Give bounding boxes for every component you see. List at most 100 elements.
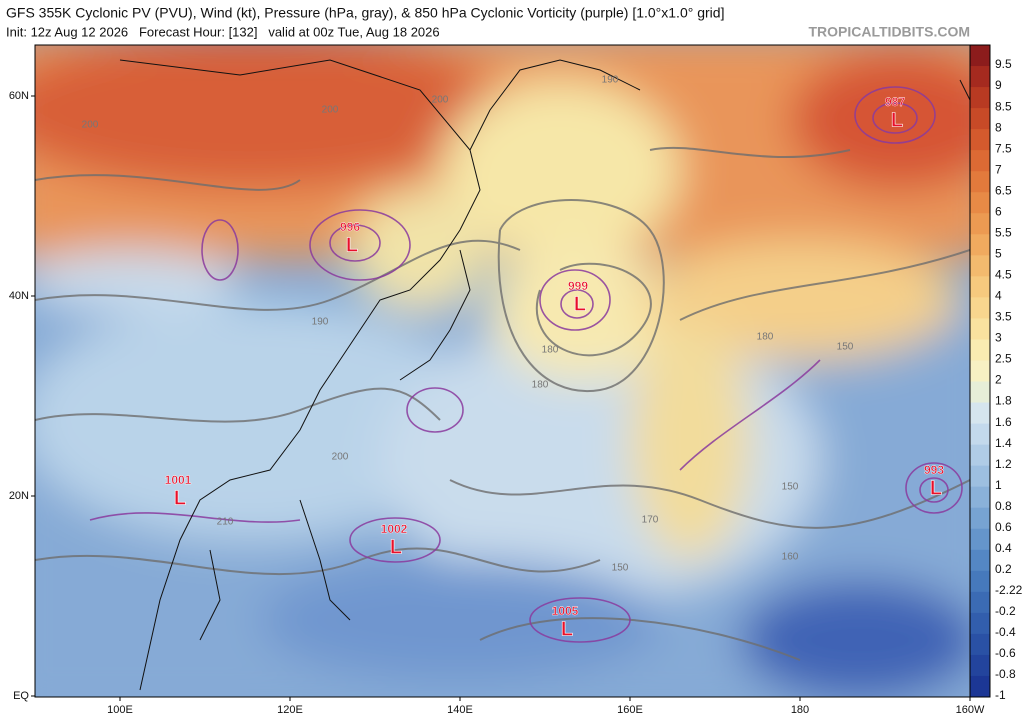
colorbar-swatch [970,234,990,256]
lat-label: EQ [13,690,29,702]
colorbar-swatch [970,423,990,446]
colorbar-swatch [970,549,990,572]
colorbar-swatch [970,486,990,509]
contour-label: 180 [532,380,549,391]
colorbar-label: 3.5 [995,310,1012,324]
contour-label: 190 [602,75,619,86]
low-pressure: 987 [885,95,905,109]
colorbar-label: 5 [995,246,1002,260]
colorbar-swatch [970,654,990,677]
low-symbol: L [390,536,402,558]
colorbar-label: 4 [995,289,1002,303]
colorbar-swatch [970,297,990,319]
colorbar-label: 9 [995,78,1002,92]
colorbar-swatch [970,108,990,130]
colorbar-label: 0.2 [995,562,1012,576]
colorbar-label: -0.2 [995,604,1016,618]
colorbar-label: 2 [995,373,1002,387]
contour-label: 150 [782,482,799,493]
colorbar-swatch [970,192,990,214]
colorbar-label: -0.4 [995,625,1016,639]
lon-label: 120E [277,704,303,716]
colorbar-swatch [970,87,990,109]
colorbar-label: 7.5 [995,141,1012,155]
colorbar-swatch [970,255,990,277]
colorbar-label: 0.4 [995,541,1012,555]
low-pressure: 1001 [165,473,192,487]
colorbar-label: 6.5 [995,183,1012,197]
lat-label: 60N [9,90,29,102]
colorbar-swatch [970,66,990,88]
colorbar-label: -0.6 [995,646,1016,660]
colorbar-swatch [970,675,990,698]
colorbar-swatch [970,129,990,151]
contour-label: 180 [757,332,774,343]
low-symbol: L [891,109,903,131]
colorbar-label: 1.8 [995,394,1012,408]
contour-label: 190 [312,317,329,328]
subtitle: Init: 12z Aug 12 2026 Forecast Hour: [13… [6,24,440,39]
contour-label: 200 [82,120,99,131]
colorbar-label: -0.8 [995,667,1016,681]
contour-label: 150 [837,342,854,353]
colorbar-swatch [970,171,990,193]
low-pressure: 993 [924,463,944,477]
colorbar-swatch [970,213,990,235]
colorbar-label: 8 [995,120,1002,134]
colorbar-label: 0.6 [995,520,1012,534]
contour-label: 170 [642,515,659,526]
low-pressure: 1005 [552,604,579,618]
colorbar-label: 2.5 [995,352,1012,366]
low-pressure: 996 [340,220,360,234]
contour-label: 210 [217,517,234,528]
colorbar-label: 5.5 [995,225,1012,239]
colorbar-swatch [970,150,990,172]
colorbar-swatch [970,528,990,551]
colorbar-label: -1 [995,688,1006,702]
colorbar-label: 1.2 [995,457,1012,471]
colorbar-swatch [970,591,990,614]
colorbar-label: 1 [995,478,1002,492]
title: GFS 355K Cyclonic PV (PVU), Wind (kt), P… [6,5,724,21]
map-field [35,45,970,697]
credit: TROPICALTIDBITS.COM [808,24,970,40]
colorbar-label: 4.5 [995,268,1012,282]
colorbar-swatch [970,612,990,635]
low-symbol: L [174,487,186,509]
contour-label: 200 [432,95,449,106]
colorbar-swatch [970,45,990,67]
colorbar-label: 9.5 [995,57,1012,71]
low-pressure: 1002 [381,522,408,536]
colorbar-label: -2.22 [995,583,1023,597]
low-symbol: L [561,618,573,640]
colorbar-swatch [970,402,990,425]
colorbar-label: 6 [995,204,1002,218]
colorbar-swatch [970,444,990,467]
lat-label: 40N [9,290,29,302]
colorbar-label: 8.5 [995,99,1012,113]
colorbar-swatch [970,360,990,383]
low-pressure: 999 [568,279,588,293]
colorbar-frame [969,44,991,698]
contour-label: 160 [782,552,799,563]
colorbar-swatch [970,633,990,656]
colorbar-swatch [970,507,990,530]
low-symbol: L [346,234,358,256]
colorbar-swatch [970,318,990,340]
lon-label: 140E [447,704,473,716]
low-symbol: L [574,293,586,315]
lon-label: 100E [107,704,133,716]
low-symbol: L [930,477,942,499]
lat-label: 20N [9,490,29,502]
colorbar-swatch [970,381,990,404]
contour-label: 180 [542,345,559,356]
colorbar-label: 7 [995,162,1002,176]
colorbar-label: 1.6 [995,415,1012,429]
contour-label: 150 [612,563,629,574]
lon-label: 160W [956,704,985,716]
colorbar-label: 0.8 [995,499,1012,513]
colorbar-swatch [970,465,990,488]
colorbar-label: 3 [995,331,1002,345]
